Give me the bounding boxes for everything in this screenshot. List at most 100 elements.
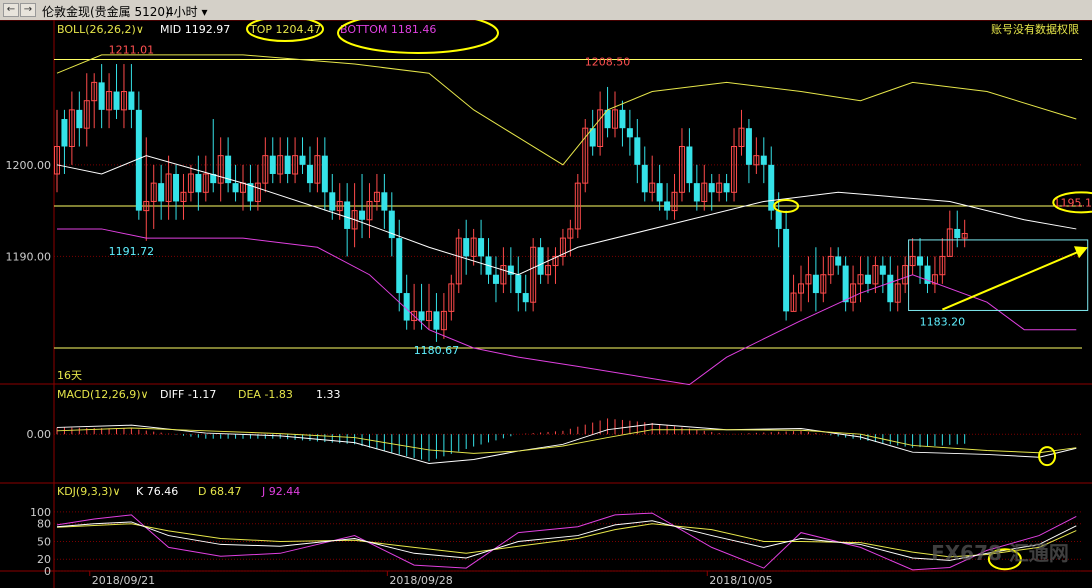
candle-body — [478, 238, 485, 257]
candle — [344, 183, 351, 257]
candle — [760, 137, 767, 184]
candle-body — [597, 109, 604, 147]
candle-body — [507, 265, 514, 275]
candle-body — [634, 137, 641, 165]
candle-body — [775, 210, 782, 229]
bottom-highlight-ellipse — [337, 20, 499, 54]
macd-header: MACD(12,26,9)∨ DIFF -1.17 DEA -1.83 1.33 — [57, 388, 341, 401]
candle — [931, 256, 938, 294]
candle — [143, 137, 150, 241]
price-label-4: 1183.20 — [920, 316, 966, 329]
candle — [217, 137, 224, 202]
candle — [98, 64, 105, 129]
candle — [113, 64, 120, 120]
forward-arrow-icon[interactable]: → — [20, 3, 36, 17]
candle — [195, 155, 202, 211]
candle — [708, 173, 715, 211]
candle-body — [396, 238, 403, 294]
candle — [850, 265, 857, 312]
permission-notice: 账号没有数据权限 — [991, 22, 1079, 36]
candle — [120, 64, 127, 129]
x-date-label-0: 2018/09/21 — [92, 574, 155, 587]
candle — [366, 183, 373, 239]
sub-panel-label: 16天 — [57, 369, 82, 382]
period-label: 4小时 — [166, 5, 198, 19]
candle — [842, 256, 849, 312]
candle-body — [909, 255, 916, 267]
candle-body — [173, 173, 180, 202]
candle — [262, 137, 269, 193]
candle — [612, 91, 618, 138]
kdj-y-tick-4: 0 — [44, 565, 51, 578]
candle-body — [158, 183, 165, 202]
candle-body — [426, 310, 432, 322]
candle — [939, 238, 946, 284]
candle — [589, 109, 596, 156]
candle-body — [210, 173, 217, 184]
candle-body — [269, 155, 276, 174]
macd-highlight-marker — [1038, 446, 1057, 467]
candle-body — [433, 311, 440, 330]
chevron-down-icon: ▾ — [201, 5, 208, 19]
candle-body — [768, 164, 775, 211]
candle-body — [492, 274, 499, 284]
candle — [187, 164, 194, 202]
highlight-marker-2 — [1052, 191, 1092, 214]
candle — [917, 238, 924, 284]
back-arrow-icon[interactable]: ← — [3, 3, 19, 17]
candle-body — [857, 274, 864, 285]
candle — [626, 109, 633, 156]
candle — [783, 210, 790, 321]
candle-body — [98, 82, 105, 110]
candle-body — [455, 237, 462, 285]
boll-lower-line — [57, 228, 1077, 386]
kdj-highlight-marker — [987, 548, 1022, 571]
price-label-0: 1211.01 — [109, 43, 155, 56]
trend-arrow-head — [1074, 246, 1088, 259]
kdj-k-line — [56, 520, 1077, 561]
kdj-d-line — [56, 523, 1077, 558]
candle — [388, 192, 395, 257]
candlestick-chart: 1200.00 1190.00 1211.01 1191.72 1208.50 1180.… — [0, 20, 1092, 588]
price-label-1: 1191.72 — [109, 245, 155, 258]
candle-body — [812, 274, 819, 294]
candle — [91, 73, 98, 129]
candle-body — [388, 210, 395, 239]
candle-body — [314, 155, 321, 184]
candle — [522, 274, 529, 312]
highlight-marker-1 — [773, 199, 800, 214]
candle — [768, 146, 775, 220]
candle — [805, 256, 812, 303]
candle-body — [545, 265, 552, 276]
candle-body — [619, 109, 626, 129]
candle-body — [180, 191, 187, 202]
candle — [292, 137, 299, 184]
kdj-d: D 68.47 — [198, 485, 241, 498]
candle — [83, 73, 90, 147]
candle-body — [351, 210, 358, 230]
period-selector[interactable]: 4小时 ▾ — [166, 3, 208, 20]
main-indicator-header: BOLL(26,26,2)∨ MID 1192.97 TOP 1204.47 BOTT… — [57, 23, 436, 36]
candle — [381, 173, 388, 229]
macd-dea-line — [56, 427, 1077, 454]
top-value: TOP 1204.47 — [249, 23, 321, 36]
candle — [76, 91, 83, 147]
candle — [946, 210, 953, 257]
kdj-y-tick-2: 50 — [37, 535, 51, 548]
candle-body — [284, 155, 291, 174]
candle — [321, 137, 328, 211]
candle-body — [225, 155, 232, 184]
candle-body — [277, 155, 284, 175]
candle-body — [701, 182, 708, 202]
candle-body — [522, 293, 529, 303]
candle — [864, 256, 871, 294]
candle — [180, 173, 187, 220]
candle — [202, 155, 209, 202]
candle — [619, 100, 626, 147]
candle-body — [448, 283, 455, 312]
candle-body — [463, 238, 470, 257]
candle-body — [716, 182, 723, 193]
candle-body — [217, 155, 224, 184]
candle — [448, 274, 455, 321]
candle-body — [76, 109, 83, 129]
